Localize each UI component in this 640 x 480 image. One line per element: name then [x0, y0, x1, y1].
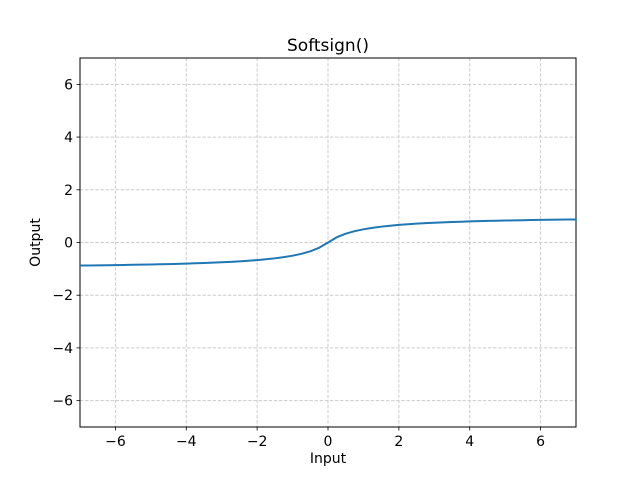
- y-tick-label: 6: [64, 77, 73, 93]
- y-tick-label: −2: [52, 288, 73, 304]
- y-tick-label: 4: [64, 130, 73, 146]
- y-tick-label: 0: [64, 236, 73, 252]
- y-tick-label: −6: [52, 394, 73, 410]
- tick-labels: −6 −4 −2 0 2 4 6 −6 −4 −2 0 2 4 6: [52, 77, 545, 450]
- y-tick-label: −4: [52, 341, 73, 357]
- x-tick-label: −4: [176, 434, 197, 450]
- x-tick-label: −2: [247, 434, 268, 450]
- y-axis-label: Output: [28, 218, 44, 267]
- softsign-curve: [79, 218, 577, 267]
- axis-ticks: [76, 83, 541, 431]
- x-tick-label: 2: [394, 434, 403, 450]
- chart-title: Softsign(): [287, 36, 369, 56]
- x-tick-label: −6: [105, 434, 126, 450]
- y-tick-label: 2: [64, 183, 73, 199]
- x-tick-label: 4: [465, 434, 474, 450]
- axes-border: [79, 57, 577, 428]
- x-axis-label: Input: [310, 451, 347, 467]
- x-tick-label: 0: [324, 434, 333, 450]
- x-tick-label: 6: [536, 434, 545, 450]
- grid-lines: [80, 58, 576, 427]
